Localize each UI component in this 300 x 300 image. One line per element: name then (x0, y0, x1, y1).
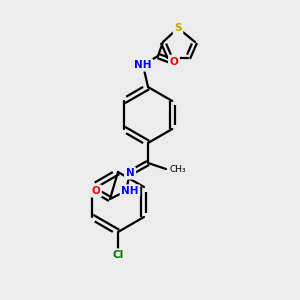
Text: O: O (92, 186, 100, 196)
Text: N: N (126, 168, 134, 178)
Text: CH₃: CH₃ (169, 164, 186, 173)
Text: S: S (174, 23, 182, 33)
Text: O: O (169, 57, 178, 67)
Text: NH: NH (121, 186, 139, 196)
Text: NH: NH (134, 60, 152, 70)
Text: Cl: Cl (112, 250, 124, 260)
